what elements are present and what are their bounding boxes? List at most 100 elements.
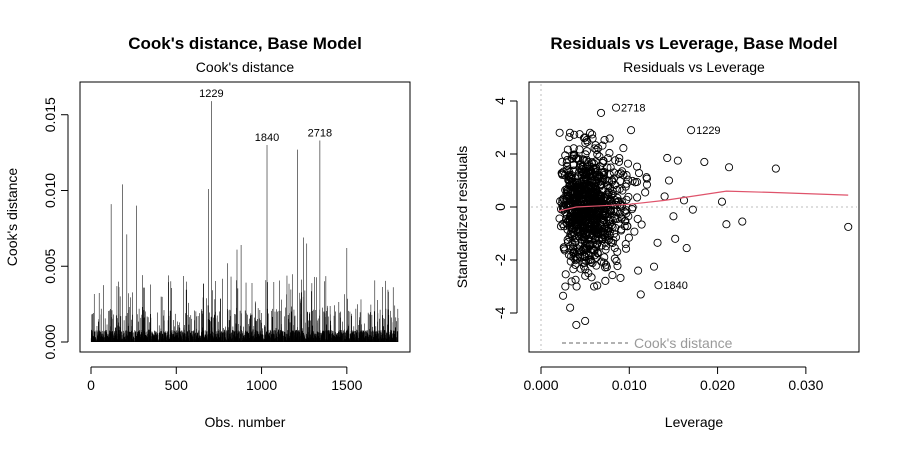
residual-point <box>584 219 593 228</box>
residual-point <box>567 154 577 163</box>
residual-point <box>566 230 575 239</box>
residual-point <box>844 222 853 231</box>
residual-point <box>605 134 614 143</box>
residual-point <box>580 133 590 142</box>
residual-point <box>565 233 574 242</box>
residual-point <box>660 192 669 201</box>
residual-point <box>664 176 674 185</box>
residual-point <box>601 276 610 285</box>
residual-point <box>623 175 633 184</box>
residual-point <box>596 108 606 117</box>
residual-point <box>581 139 590 148</box>
residual-point <box>603 163 612 172</box>
residual-point <box>642 180 651 189</box>
cooks-y-tick-label: 0.010 <box>42 173 58 208</box>
rvl-point-label: 1229 <box>696 125 720 137</box>
residual-point <box>616 273 625 282</box>
residual-point <box>628 205 637 214</box>
cooks-y-axis: 0.000 0.005 0.010 0.015 <box>42 97 69 360</box>
residual-point <box>581 228 590 237</box>
residual-point <box>636 290 645 299</box>
residual-point <box>566 303 575 312</box>
residual-point <box>631 178 640 187</box>
residual-point <box>700 157 709 166</box>
residual-point <box>605 230 614 239</box>
residual-point <box>605 148 614 158</box>
residual-point <box>592 145 601 154</box>
residual-point <box>588 134 597 143</box>
rvl-x-tick-label: 0.010 <box>612 377 647 393</box>
residual-point <box>585 209 594 218</box>
cooks-x-tick-label: 500 <box>165 377 189 393</box>
residual-point <box>622 244 631 253</box>
residual-point <box>567 252 576 261</box>
residual-point <box>609 174 619 183</box>
rvl-y-tick-label: 2 <box>492 150 508 158</box>
rvl-y-axis-label: Standardized residuals <box>454 146 470 288</box>
residual-point <box>579 262 588 271</box>
residuals-leverage-panel: Residuals vs Leverage, Base Model Residu… <box>454 34 860 430</box>
residual-point <box>673 156 682 165</box>
residual-point <box>597 168 606 177</box>
residual-point <box>568 188 577 197</box>
residual-point <box>584 167 593 176</box>
residual-point <box>581 271 590 280</box>
residual-point <box>601 199 610 208</box>
residual-point <box>582 165 591 174</box>
rvl-x-axis: 0.000 0.010 0.020 0.030 <box>523 366 824 393</box>
residual-point <box>622 206 631 215</box>
cooks-subtitle: Cook's distance <box>196 59 295 75</box>
residual-point <box>573 248 582 257</box>
residual-point <box>603 191 613 200</box>
legend-text: Cook's distance <box>634 335 733 351</box>
rvl-plot-frame <box>528 81 860 353</box>
residual-point <box>618 167 627 176</box>
residual-point <box>609 236 618 245</box>
rvl-legend: Cook's distance <box>562 335 733 351</box>
residual-point <box>610 254 619 263</box>
residual-point <box>621 240 630 249</box>
residual-point <box>592 185 601 195</box>
residual-point <box>565 181 574 190</box>
residual-point <box>565 133 574 142</box>
rvl-smoother <box>558 190 849 212</box>
residual-point <box>564 176 573 185</box>
residual-point <box>591 221 600 230</box>
residual-point <box>569 265 578 274</box>
residual-point <box>601 203 611 212</box>
residual-point <box>599 212 608 221</box>
residual-point <box>567 218 577 227</box>
residual-point <box>603 154 612 163</box>
cooks-x-tick-label: 1000 <box>246 377 277 393</box>
cooks-highlight-label: 1229 <box>199 88 223 100</box>
residual-point <box>569 247 578 256</box>
residual-point <box>595 152 604 161</box>
residual-point <box>559 206 568 215</box>
cooks-highlight-label: 1840 <box>255 132 279 144</box>
residual-point <box>634 266 643 275</box>
residual-point <box>559 194 568 203</box>
residual-point <box>579 233 588 242</box>
rvl-reference-lines <box>531 84 857 350</box>
cooks-x-axis-label: Obs. number <box>205 414 286 430</box>
residual-point <box>610 243 619 252</box>
residual-point <box>623 159 633 168</box>
residual-point <box>682 244 691 253</box>
residual-point <box>567 277 576 286</box>
residual-point <box>584 234 593 244</box>
residual-point <box>572 189 581 198</box>
residual-point <box>596 177 605 186</box>
residual-point <box>596 180 605 189</box>
residual-point <box>607 191 616 200</box>
residual-point <box>633 214 642 223</box>
residual-point <box>561 270 570 279</box>
residual-point <box>688 205 697 214</box>
residual-point <box>593 281 602 290</box>
residual-point <box>592 253 601 262</box>
rvl-y-tick-label: -4 <box>492 307 508 320</box>
residual-point <box>630 227 639 236</box>
residual-point <box>641 188 650 197</box>
residual-point <box>600 253 609 262</box>
residual-point <box>581 150 590 159</box>
rvl-points <box>555 103 853 329</box>
